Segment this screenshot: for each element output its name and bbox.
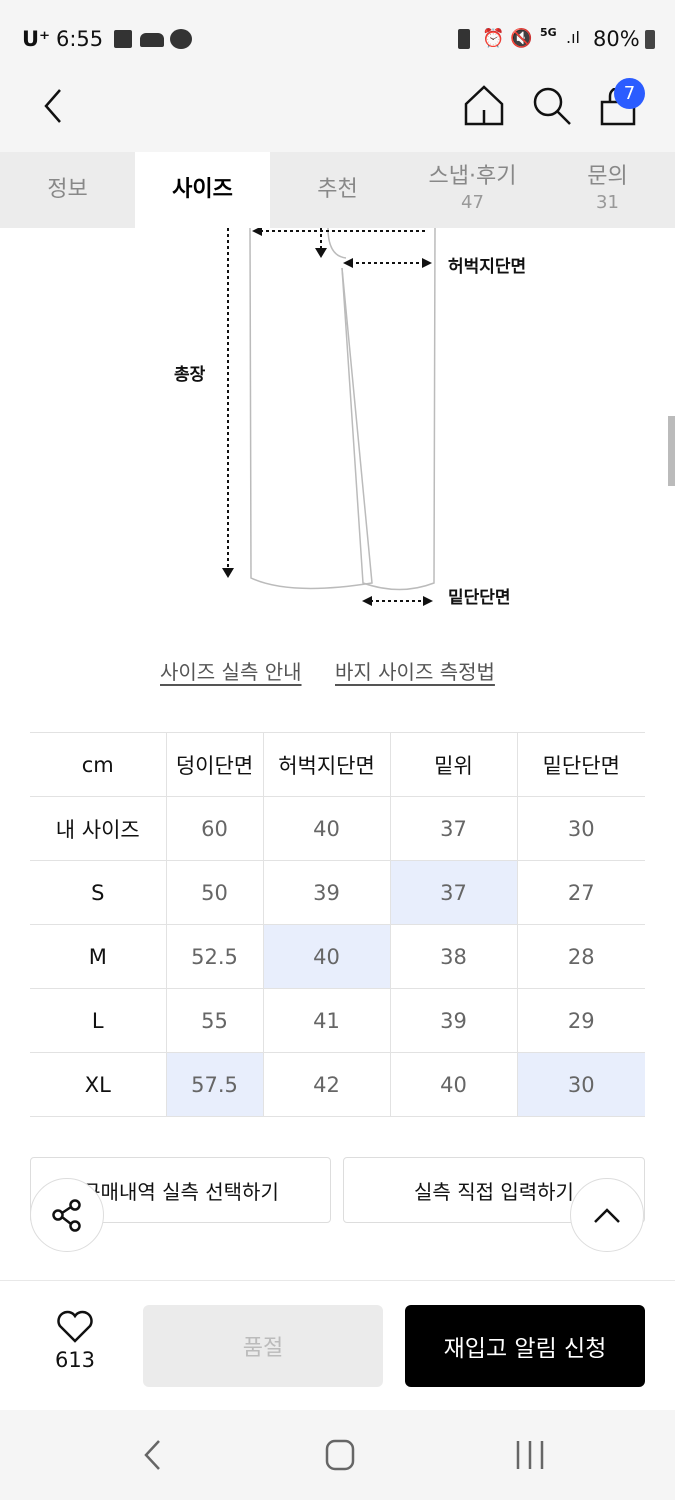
- carrier: U⁺: [22, 27, 51, 51]
- scroll-top-button[interactable]: [570, 1178, 644, 1252]
- cell: 57.5: [166, 1052, 264, 1117]
- battery-icon: [645, 30, 655, 49]
- like-button[interactable]: 613: [40, 1308, 110, 1372]
- header-cell: 덩이단면: [166, 732, 264, 797]
- tab-label: 추천: [317, 177, 358, 202]
- table-row: L 55 41 39 29: [30, 988, 645, 1053]
- header-cell: cm: [30, 732, 167, 797]
- header-cell: 허벅지단면: [263, 732, 391, 797]
- size-guide-link[interactable]: 사이즈 실측 안내: [160, 660, 302, 684]
- cell: 28: [517, 924, 645, 989]
- alarm-icon: ⏰: [482, 28, 505, 49]
- tab-recommend[interactable]: 추천: [270, 152, 405, 228]
- cell: XL: [30, 1052, 167, 1117]
- tab-count: 31: [596, 192, 619, 213]
- button-label: 실측 직접 입력하기: [414, 1179, 574, 1204]
- cell: 39: [263, 860, 391, 925]
- tab-label: 스냅·후기: [428, 164, 517, 189]
- cell: 39: [390, 988, 518, 1053]
- cell: 30: [517, 1052, 645, 1117]
- cart-badge: 7: [614, 78, 645, 109]
- button-label: 구매내역 실측 선택하기: [82, 1179, 279, 1204]
- table-row: S 50 39 37 27: [30, 860, 645, 925]
- tab-label: 정보: [47, 177, 88, 202]
- header-cell: 밑단단면: [517, 732, 645, 797]
- cell: 27: [517, 860, 645, 925]
- like-count: 613: [54, 1348, 96, 1372]
- cell: 40: [390, 1052, 518, 1117]
- battery-percent: 80%: [593, 27, 640, 51]
- divider: [0, 1280, 675, 1281]
- nav-recents-icon[interactable]: [514, 1438, 548, 1472]
- cell: 40: [263, 924, 391, 989]
- pants-diagram: [222, 228, 436, 606]
- button-label: 품절: [242, 1336, 284, 1361]
- cell: 60: [166, 796, 264, 861]
- share-icon: [52, 1199, 81, 1232]
- cell: 41: [263, 988, 391, 1053]
- cell: 37: [390, 860, 518, 925]
- tab-size[interactable]: 사이즈: [135, 152, 270, 228]
- mute-icon: 🔇: [510, 28, 533, 49]
- scrollbar[interactable]: [668, 416, 675, 486]
- restock-alert-button[interactable]: 재입고 알림 신청: [405, 1305, 645, 1387]
- header-cell: 밑위: [390, 732, 518, 797]
- signal-icon: .ıl: [566, 28, 580, 47]
- table-header: cm 덩이단면 허벅지단면 밑위 밑단단면: [30, 732, 645, 797]
- share-button[interactable]: [30, 1178, 104, 1252]
- soldout-button[interactable]: 품절: [143, 1305, 383, 1387]
- cell: 38: [390, 924, 518, 989]
- tab-reviews[interactable]: 스냅·후기 47: [405, 152, 540, 228]
- cell: L: [30, 988, 167, 1053]
- tab-bar: 정보 사이즈 추천 스냅·후기 47 문의 31: [0, 152, 675, 228]
- cell: 내 사이즈: [30, 796, 167, 861]
- clock: 6:55: [56, 27, 104, 51]
- battery-saver-icon: [458, 29, 470, 49]
- table-row: M 52.5 40 38 28: [30, 924, 645, 989]
- cell: 40: [263, 796, 391, 861]
- status-bar: U⁺ 6:55 ⏰ 🔇 5G .ıl 80%: [0, 0, 675, 78]
- cell: 37: [390, 796, 518, 861]
- table-row: 내 사이즈 60 40 37 30: [30, 796, 645, 861]
- cell: 30: [517, 796, 645, 861]
- cell: 29: [517, 988, 645, 1053]
- hem-label: 밑단단면: [448, 588, 511, 608]
- button-label: 재입고 알림 신청: [443, 1336, 607, 1362]
- measure-guide-link[interactable]: 바지 사이즈 측정법: [335, 660, 495, 684]
- cell: 52.5: [166, 924, 264, 989]
- chevron-up-icon: [594, 1208, 620, 1223]
- tab-info[interactable]: 정보: [0, 152, 135, 228]
- length-label: 총장: [174, 365, 206, 385]
- heart-icon: [57, 1310, 93, 1343]
- tab-label: 사이즈: [172, 177, 233, 202]
- home-icon[interactable]: [462, 84, 506, 128]
- tab-count: 47: [461, 192, 484, 213]
- app-icon: [140, 33, 164, 47]
- table-row: XL 57.5 42 40 30: [30, 1052, 645, 1117]
- top-nav: 7: [0, 78, 675, 152]
- gallery-icon: [114, 30, 132, 48]
- back-icon[interactable]: [38, 86, 68, 126]
- system-nav-bar: [0, 1410, 675, 1500]
- chat-icon: [170, 29, 192, 49]
- tab-inquiry[interactable]: 문의 31: [540, 152, 675, 228]
- cell: 55: [166, 988, 264, 1053]
- size-table: cm 덩이단면 허벅지단면 밑위 밑단단면 내 사이즈 60 40 37 30 S 50 39 37 2…: [30, 732, 645, 1117]
- tab-label: 문의: [587, 164, 628, 189]
- nav-home-icon[interactable]: [324, 1438, 358, 1472]
- cell: 42: [263, 1052, 391, 1117]
- nav-back-icon[interactable]: [140, 1438, 166, 1472]
- cell: M: [30, 924, 167, 989]
- thigh-label: 허벅지단면: [448, 257, 527, 277]
- cell: S: [30, 860, 167, 925]
- network-icon: 5G: [540, 26, 557, 39]
- cell: 50: [166, 860, 264, 925]
- search-icon[interactable]: [530, 84, 574, 128]
